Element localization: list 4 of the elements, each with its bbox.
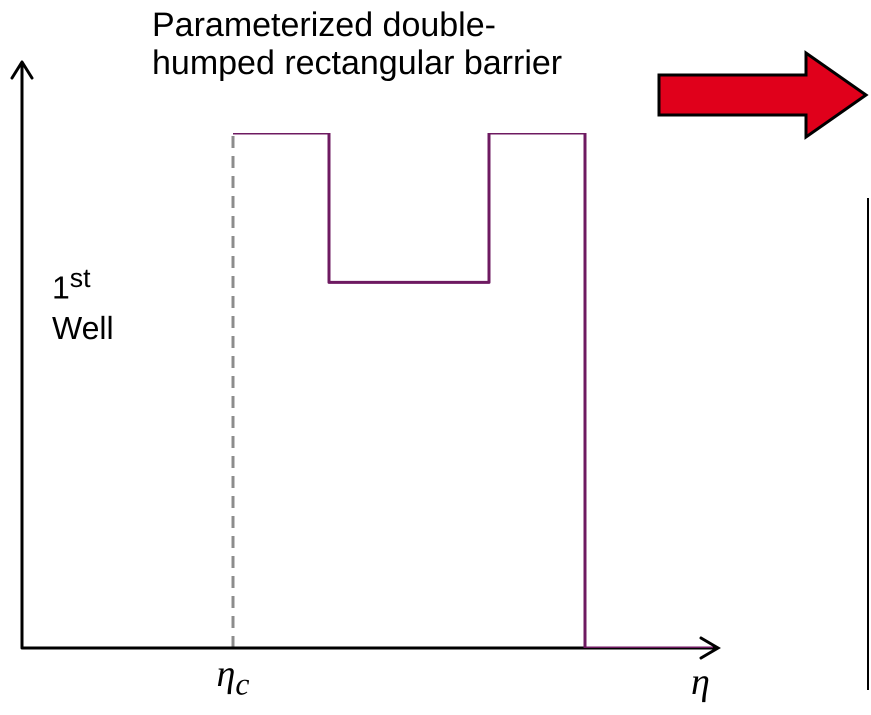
chart-title: Parameterized double-humped rectangular barrier bbox=[152, 6, 564, 82]
text: 1$^{st}$ Well bbox=[52, 262, 114, 348]
x-axis-title: η bbox=[691, 660, 710, 704]
text: η$_{c}$ bbox=[216, 653, 250, 702]
